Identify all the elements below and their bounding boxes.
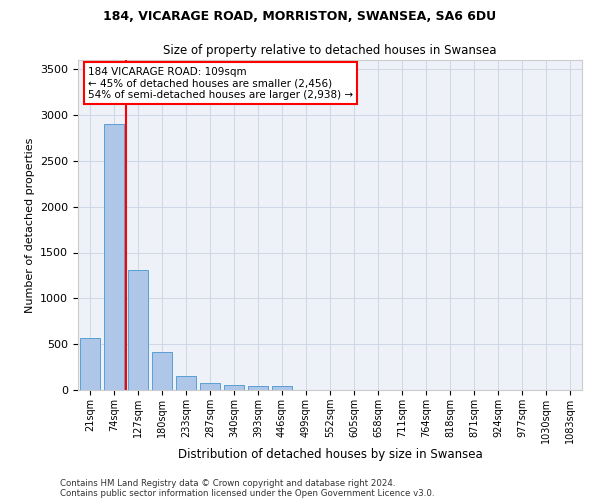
Bar [224, 386, 244, 390]
Bar [80, 338, 100, 390]
Bar [200, 382, 220, 390]
Bar [152, 352, 172, 390]
Bar [176, 376, 196, 390]
Y-axis label: Number of detached properties: Number of detached properties [25, 138, 35, 312]
Text: Contains HM Land Registry data © Crown copyright and database right 2024.: Contains HM Land Registry data © Crown c… [60, 478, 395, 488]
X-axis label: Distribution of detached houses by size in Swansea: Distribution of detached houses by size … [178, 448, 482, 462]
Title: Size of property relative to detached houses in Swansea: Size of property relative to detached ho… [163, 44, 497, 58]
Text: Contains public sector information licensed under the Open Government Licence v3: Contains public sector information licen… [60, 488, 434, 498]
Text: 184, VICARAGE ROAD, MORRISTON, SWANSEA, SA6 6DU: 184, VICARAGE ROAD, MORRISTON, SWANSEA, … [103, 10, 497, 23]
Bar [128, 270, 148, 390]
Bar [104, 124, 124, 390]
Bar [272, 386, 292, 390]
Bar [248, 386, 268, 390]
Text: 184 VICARAGE ROAD: 109sqm
← 45% of detached houses are smaller (2,456)
54% of se: 184 VICARAGE ROAD: 109sqm ← 45% of detac… [88, 66, 353, 100]
